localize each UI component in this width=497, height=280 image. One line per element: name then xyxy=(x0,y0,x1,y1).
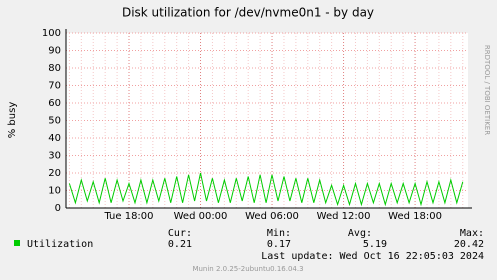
y-tick-label: 0 xyxy=(55,203,61,214)
y-tick-label: 80 xyxy=(48,63,61,74)
legend-swatch xyxy=(14,240,20,246)
legend-value: 20.42 xyxy=(454,239,484,250)
x-tick-label: Wed 18:00 xyxy=(388,211,442,222)
x-tick-label: Wed 06:00 xyxy=(245,211,299,222)
series-line xyxy=(68,172,464,207)
grid: 0 10 20 30 40 50 60 70 80 90 100 Tue 18:00 Wed 00:00… xyxy=(42,28,472,222)
legend-value: 0.17 xyxy=(267,239,291,250)
legend-label: Utilization xyxy=(27,239,93,250)
y-tick-label: 50 xyxy=(48,116,61,127)
legend-value: 0.21 xyxy=(168,239,192,250)
legend-header: Avg: xyxy=(348,228,372,239)
y-tick-label: 10 xyxy=(48,186,61,197)
y-tick-label: 90 xyxy=(48,46,61,57)
legend-header: Cur: xyxy=(168,228,192,239)
chart-title: Disk utilization for /dev/nvme0n1 - by d… xyxy=(122,6,374,20)
x-tick-label: Wed 00:00 xyxy=(174,211,228,222)
last-update: Last update: Wed Oct 16 22:05:03 2024 xyxy=(261,251,484,262)
x-tick-label: Wed 12:00 xyxy=(317,211,371,222)
x-tick-label: Tue 18:00 xyxy=(103,211,153,222)
y-tick-label: 70 xyxy=(48,81,61,92)
y-tick-label: 20 xyxy=(48,168,61,179)
legend-header: Max: xyxy=(460,228,484,239)
y-tick-label: 60 xyxy=(48,98,61,109)
footer: Munin 2.0.25-2ubuntu0.16.04.3 xyxy=(192,265,303,273)
y-axis-label: % busy xyxy=(7,102,18,139)
y-tick-label: 30 xyxy=(48,151,61,162)
plot xyxy=(68,172,464,207)
y-tick-label: 100 xyxy=(42,28,61,39)
legend-header: Min: xyxy=(267,228,291,239)
side-note: RRDTOOL / TOBI OETIKER xyxy=(483,45,491,135)
legend-value: 5.19 xyxy=(363,239,387,250)
y-tick-label: 40 xyxy=(48,133,61,144)
